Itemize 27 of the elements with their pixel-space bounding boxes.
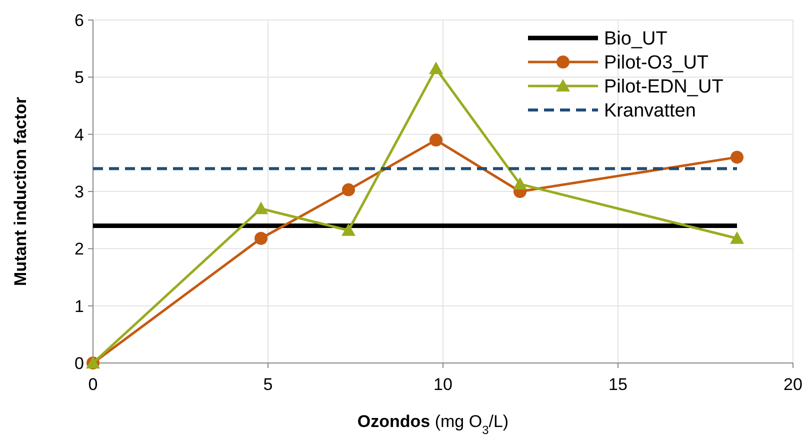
point <box>430 134 442 147</box>
y-tick-label: 2 <box>74 240 84 259</box>
point <box>730 231 744 244</box>
y-tick-label: 0 <box>74 354 84 373</box>
y-tick-label: 1 <box>74 296 84 316</box>
x-tick-label: 20 <box>784 375 802 394</box>
point <box>254 202 268 214</box>
y-tick-label: 5 <box>74 68 84 88</box>
legend-label: Pilot-O3_UT <box>604 52 709 74</box>
x-tick-label: 5 <box>263 375 273 394</box>
x-tick-label: 15 <box>608 375 628 394</box>
y-tick-label: 4 <box>74 125 84 144</box>
legend-label: Bio_UT <box>604 28 668 50</box>
point <box>429 62 443 74</box>
y-tick-label: 6 <box>74 10 84 30</box>
point <box>513 177 527 190</box>
x-tick-label: 0 <box>88 375 98 394</box>
legend-label: Kranvatten <box>604 100 696 122</box>
point <box>254 232 268 245</box>
x-tick-label: 10 <box>434 375 452 394</box>
y-axis-title: Mutant induction factor <box>11 96 30 286</box>
point <box>342 183 355 196</box>
point <box>342 223 356 236</box>
x-axis-title: Ozondos (mg O$_{3}$/L) <box>357 412 509 437</box>
y-tick-label: 3 <box>74 182 84 202</box>
point <box>730 150 744 164</box>
legend-label: Pilot-EDN_UT <box>604 76 724 98</box>
